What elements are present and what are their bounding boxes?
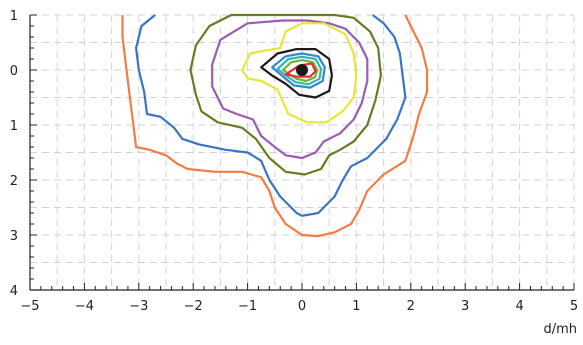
- x-tick-label: −4: [75, 299, 94, 314]
- center-marker: [296, 64, 308, 76]
- contour-line-7: [271, 52, 326, 89]
- contour-line-5: [241, 22, 358, 124]
- x-tick-label: 5: [570, 299, 578, 314]
- x-tick-label: 3: [461, 299, 469, 314]
- contour-line-6: [260, 47, 333, 99]
- contour-line-2: [135, 14, 407, 217]
- marker-layer: [296, 64, 308, 76]
- contour-line-1: [121, 14, 429, 238]
- x-tick-label: −3: [129, 299, 148, 314]
- x-tick-label: 1: [352, 299, 360, 314]
- y-tick-label: 2: [10, 174, 18, 189]
- x-tick-label: −2: [184, 299, 203, 314]
- y-tick-label: 1: [10, 9, 18, 24]
- x-axis-label: d/mh: [543, 322, 577, 337]
- y-tick-label: 4: [10, 284, 18, 299]
- x-tick-label: 0: [298, 299, 306, 314]
- x-tick-label: 2: [407, 299, 415, 314]
- y-tick-label: 3: [10, 229, 18, 244]
- x-tick-label: −1: [238, 299, 257, 314]
- axes: −5 −4 −3 −2 −1 0 1 2 3 4 5 1 0 1 2 3 4: [10, 9, 578, 314]
- contour-line-8: [276, 55, 323, 86]
- x-tick-label: −5: [20, 299, 39, 314]
- contour-line-3: [189, 13, 382, 176]
- contour-line-4: [211, 19, 369, 160]
- y-tick-label: 1: [10, 119, 18, 134]
- y-tick-label: 0: [10, 64, 18, 79]
- x-tick-label: 4: [515, 299, 523, 314]
- contour-series: [121, 13, 429, 238]
